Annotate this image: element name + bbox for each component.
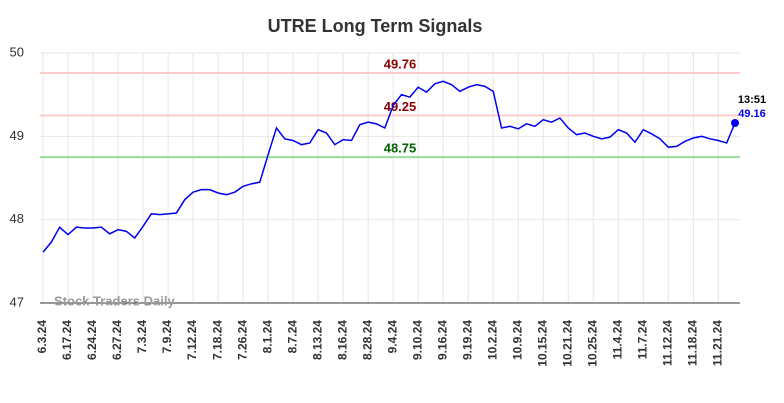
x-tick-label: 9.16.24 — [435, 320, 449, 360]
x-tick-label: 8.1.24 — [260, 320, 274, 354]
signal-label: 49.25 — [384, 99, 417, 114]
x-tick-label: 10.15.24 — [535, 320, 549, 367]
y-tick-label: 47 — [10, 294, 24, 309]
y-tick-label: 49 — [10, 128, 24, 143]
chart-title: UTRE Long Term Signals — [268, 16, 483, 36]
x-tick-label: 11.18.24 — [685, 320, 699, 366]
x-tick-label: 7.3.24 — [135, 320, 149, 354]
price-line — [42, 80, 736, 253]
x-tick-label: 11.7.24 — [635, 320, 649, 360]
x-tick-label: 7.12.24 — [185, 320, 199, 360]
x-tick-label: 10.2.24 — [485, 320, 499, 360]
last-value: 49.16 — [738, 108, 766, 120]
x-tick-label: 10.9.24 — [510, 320, 524, 360]
x-tick-label: 6.3.24 — [35, 320, 49, 354]
x-tick-label: 11.4.24 — [610, 320, 624, 360]
last-point — [731, 119, 739, 127]
x-tick-label: 8.13.24 — [310, 320, 324, 360]
x-tick-label: 6.17.24 — [60, 320, 74, 360]
x-tick-label: 9.4.24 — [385, 320, 399, 354]
watermark: Stock Traders Daily — [54, 293, 175, 308]
x-tick-label: 10.21.24 — [560, 320, 574, 367]
x-tick-label: 8.7.24 — [285, 320, 299, 354]
x-tick-label: 11.21.24 — [710, 320, 724, 366]
y-tick-label: 48 — [10, 211, 24, 226]
y-tick-label: 50 — [10, 44, 24, 59]
x-tick-label: 9.10.24 — [410, 320, 424, 360]
x-tick-label: 6.24.24 — [85, 320, 99, 360]
x-tick-label: 9.19.24 — [460, 320, 474, 360]
x-tick-label: 10.25.24 — [585, 320, 599, 367]
signal-label: 48.75 — [384, 141, 417, 156]
x-tick-label: 7.26.24 — [235, 320, 249, 360]
x-tick-label: 6.27.24 — [110, 320, 124, 360]
last-time: 13:51 — [738, 94, 766, 106]
x-tick-label: 8.28.24 — [360, 320, 374, 360]
x-tick-label: 11.12.24 — [660, 320, 674, 366]
signal-label: 49.76 — [384, 56, 417, 71]
x-tick-label: 7.18.24 — [210, 320, 224, 360]
x-tick-label: 7.9.24 — [160, 320, 174, 354]
x-tick-label: 8.16.24 — [335, 320, 349, 360]
